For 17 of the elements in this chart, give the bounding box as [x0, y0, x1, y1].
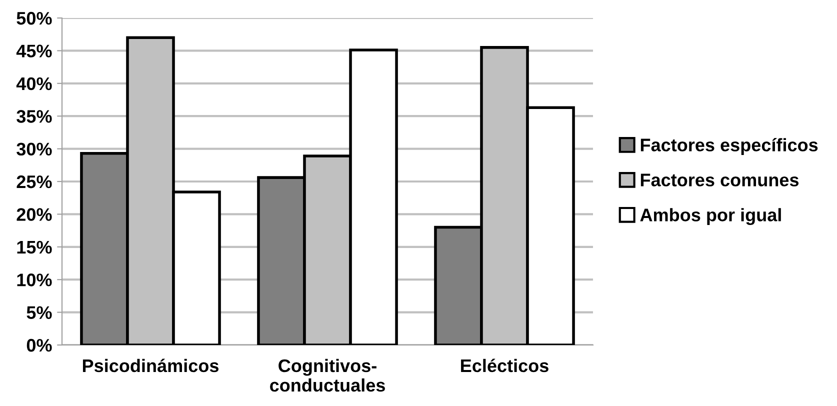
- y-tick-label: 5%: [26, 306, 52, 320]
- legend-label: Ambos por igual: [640, 208, 781, 226]
- legend-label: Factores comunes: [640, 174, 799, 186]
- y-tick-label: 50%: [16, 12, 52, 25]
- y-tick-label: 0%: [26, 338, 52, 352]
- legend-label: Factores específicos: [640, 138, 818, 155]
- y-tick-label: 20%: [16, 208, 52, 221]
- x-tick-label: Cognitivos- conductuales: [270, 358, 385, 392]
- x-tick-label: Eclécticos: [461, 358, 548, 372]
- y-tick-label: 35%: [16, 110, 52, 123]
- y-tick-label: 15%: [17, 240, 52, 254]
- y-tick-label: 30%: [16, 142, 52, 156]
- y-tick-label: 10%: [17, 274, 52, 286]
- x-tick-label: Psicodinámicos: [82, 358, 218, 372]
- y-tick-label: 45%: [16, 44, 52, 58]
- y-tick-label: 40%: [16, 77, 52, 90]
- y-tick-label: 25%: [16, 175, 52, 188]
